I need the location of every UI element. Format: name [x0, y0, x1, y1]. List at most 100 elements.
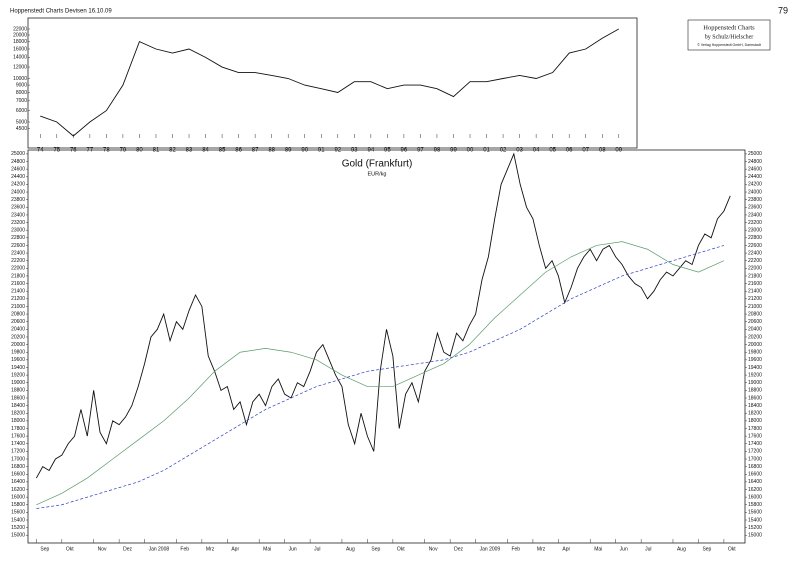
x-tick-label: 05: [549, 148, 556, 154]
y-tick-label: 18800: [11, 388, 25, 394]
x-tick-label: Feb: [511, 546, 520, 552]
y-tick-label: 23600: [748, 205, 762, 211]
y-tick-label: 12000: [13, 64, 27, 70]
y-tick-label: 23600: [11, 205, 25, 211]
y-tick-label: 18000: [11, 418, 25, 424]
y-tick-label: 18800: [748, 388, 762, 394]
x-tick-label: 04: [533, 148, 540, 154]
series-line: [35, 152, 731, 479]
publisher-line: © Verlag Hoppenstedt GmbH, Darmstadt: [697, 43, 760, 47]
y-tick-label: 22200: [748, 258, 762, 264]
x-tick-label: 78: [103, 148, 110, 154]
y-tick-label: 17200: [748, 449, 762, 455]
y-tick-label: 16400: [11, 479, 25, 485]
x-tick-label: 95: [384, 148, 391, 154]
series-line: [36, 241, 725, 506]
y-tick-label: 24600: [748, 166, 762, 172]
x-tick-label: 80: [136, 148, 143, 154]
x-tick-label: 99: [450, 148, 457, 154]
y-tick-label: 19600: [748, 357, 762, 363]
y-tick-label: 17800: [748, 426, 762, 432]
x-tick-label: Dez: [123, 546, 132, 552]
x-tick-label: 08: [599, 148, 606, 154]
x-tick-label: 88: [268, 148, 275, 154]
y-tick-label: 20200: [748, 334, 762, 340]
x-tick-label: Mai: [594, 546, 602, 552]
y-tick-label: 20000: [748, 342, 762, 348]
y-tick-label: 19800: [748, 350, 762, 356]
y-tick-label: 21600: [11, 281, 25, 287]
chart-subtitle: EUR/kg: [368, 171, 387, 177]
y-tick-label: 16400: [748, 479, 762, 485]
chart-title: Gold (Frankfurt): [342, 159, 413, 170]
y-tick-label: 17200: [11, 449, 25, 455]
x-tick-label: Jul: [314, 546, 320, 552]
y-tick-label: 18600: [11, 395, 25, 401]
x-tick-label: Apr: [231, 546, 239, 552]
y-tick-label: 24200: [748, 182, 762, 188]
x-tick-label: Apr: [562, 546, 570, 552]
x-tick-label: Feb: [180, 546, 189, 552]
y-tick-label: 15400: [11, 517, 25, 523]
y-tick-label: 7000: [16, 98, 27, 104]
y-tick-label: 23800: [11, 197, 25, 203]
y-tick-label: 17400: [11, 441, 25, 447]
y-tick-label: 10000: [13, 76, 27, 82]
x-tick-label: Jan 2009: [480, 546, 501, 552]
y-tick-label: 4500: [16, 126, 27, 132]
x-tick-label: Nov: [429, 546, 438, 552]
y-tick-label: 24800: [748, 159, 762, 165]
x-tick-label: Aug: [677, 546, 686, 552]
x-tick-label: 01: [483, 148, 490, 154]
y-tick-label: 23200: [11, 220, 25, 226]
y-tick-label: 19200: [748, 372, 762, 378]
y-tick-label: 16800: [748, 464, 762, 470]
x-tick-label: 75: [53, 148, 60, 154]
y-tick-label: 23800: [748, 197, 762, 203]
x-tick-label: 86: [235, 148, 242, 154]
x-tick-label: Jan 2008: [149, 546, 170, 552]
y-tick-label: 18600: [748, 395, 762, 401]
y-tick-label: 15000: [11, 533, 25, 539]
x-tick-label: 83: [186, 148, 193, 154]
x-tick-label: 07: [582, 148, 589, 154]
x-tick-label: Okt: [66, 546, 74, 552]
y-tick-label: 15400: [748, 517, 762, 523]
y-tick-label: 15000: [748, 533, 762, 539]
y-tick-label: 22600: [748, 243, 762, 249]
y-tick-label: 16600: [748, 472, 762, 478]
header-title: Hoppenstedt Charts Devisen 16.10.09: [10, 9, 112, 15]
y-tick-label: 21000: [748, 304, 762, 310]
x-tick-label: 90: [301, 148, 308, 154]
x-tick-label: Mrz: [537, 546, 546, 552]
y-tick-label: 24400: [11, 174, 25, 180]
y-tick-label: 24000: [11, 189, 25, 195]
y-tick-label: 25000: [748, 151, 762, 157]
y-tick-label: 21800: [748, 273, 762, 279]
y-tick-label: 24600: [11, 166, 25, 172]
y-tick-label: 18400: [11, 403, 25, 409]
y-tick-label: 17600: [11, 433, 25, 439]
x-tick-label: 97: [417, 148, 424, 154]
y-tick-label: 23000: [11, 228, 25, 234]
y-tick-label: 19000: [11, 380, 25, 386]
x-tick-label: 74: [37, 148, 44, 154]
x-tick-label: 77: [87, 148, 94, 154]
y-tick-label: 19600: [11, 357, 25, 363]
y-tick-label: 23400: [11, 212, 25, 218]
y-tick-label: 16000: [748, 494, 762, 500]
x-tick-label: 98: [434, 148, 441, 154]
y-tick-label: 22200: [11, 258, 25, 264]
x-tick-label: 93: [351, 148, 358, 154]
x-tick-label: 87: [252, 148, 259, 154]
y-tick-label: 22800: [11, 235, 25, 241]
y-tick-label: 19000: [748, 380, 762, 386]
x-tick-label: Sep: [371, 546, 380, 552]
x-tick-label: 00: [467, 148, 474, 154]
y-tick-label: 19200: [11, 372, 25, 378]
y-tick-label: 16000: [11, 494, 25, 500]
y-tick-label: 8000: [16, 90, 27, 96]
x-tick-label: 92: [334, 148, 341, 154]
y-tick-label: 22000: [11, 266, 25, 272]
